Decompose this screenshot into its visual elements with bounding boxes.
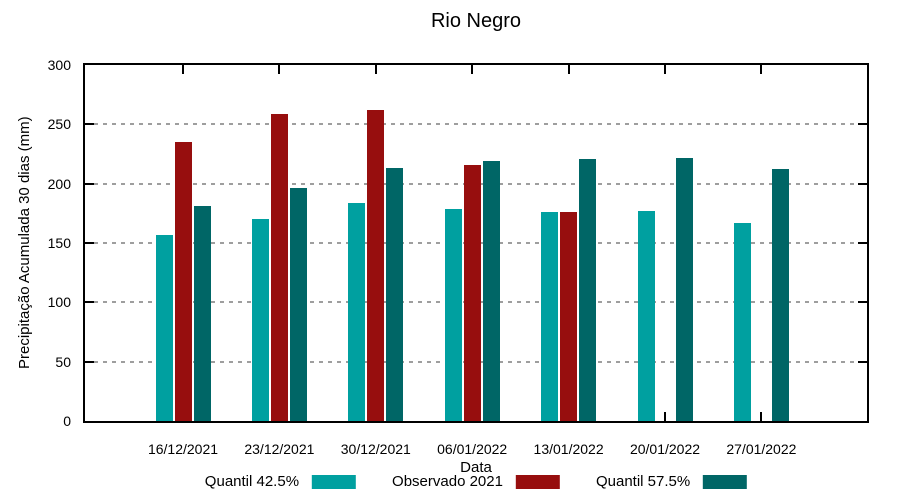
bar (193, 206, 211, 421)
y-tick-label: 300 (47, 57, 71, 73)
y-tick-mark (85, 301, 94, 304)
legend-item-label: Quantil 42.5% (204, 473, 300, 490)
x-tick-mark-top (471, 65, 474, 74)
bar (560, 212, 578, 421)
bar (463, 164, 481, 421)
bar (251, 219, 269, 421)
y-tick-mark-right (858, 242, 867, 244)
legend-color-swatch (515, 474, 560, 489)
x-tick-mark-top (567, 65, 570, 74)
x-tick-mark-top (182, 65, 184, 74)
y-tick-mark (85, 360, 94, 363)
y-tick-mark-right (858, 123, 867, 126)
y-tick-label: 100 (47, 294, 71, 311)
legend-item: Quantil 57.5% (595, 473, 748, 490)
bar (444, 208, 462, 421)
y-tick-mark (85, 242, 94, 244)
bar (155, 234, 173, 421)
bar (348, 202, 366, 421)
bar (482, 161, 500, 421)
legend-item: Quantil 42.5% (204, 473, 357, 490)
x-tick-mark-top (278, 65, 281, 74)
x-tick-mark (664, 412, 666, 421)
bar (367, 110, 385, 421)
bar (675, 157, 693, 421)
bar (270, 113, 288, 421)
bar (771, 169, 789, 421)
y-tick-mark (85, 182, 94, 185)
bar (733, 222, 751, 421)
y-tick-label: 50 (55, 353, 71, 370)
y-tick-mark-right (858, 182, 867, 185)
bar (541, 212, 559, 421)
legend-item-label: Quantil 57.5% (595, 473, 691, 490)
plot-area (83, 63, 869, 423)
x-axis-label: Data (460, 459, 492, 476)
y-tick-label: 250 (47, 116, 71, 133)
legend-color-swatch (703, 474, 748, 489)
legend-item-label: Observado 2021 (392, 473, 503, 490)
x-tick-label: 13/01/2022 (533, 441, 604, 457)
bar (579, 158, 597, 421)
x-tick-label: 16/12/2021 (147, 441, 219, 457)
x-tick-mark (760, 412, 763, 421)
gridline (85, 123, 867, 126)
y-tick-label: 150 (47, 235, 71, 251)
bar (174, 142, 192, 421)
bar (637, 210, 655, 421)
bar (386, 168, 404, 421)
y-tick-mark (85, 123, 94, 126)
legend-color-swatch (312, 474, 357, 489)
x-tick-mark-top (374, 65, 377, 74)
y-tick-mark-right (858, 360, 867, 363)
bar (289, 188, 307, 421)
x-tick-label: 27/01/2022 (726, 441, 797, 457)
x-tick-mark-top (760, 65, 763, 74)
chart-title: Rio Negro (430, 10, 522, 32)
y-tick-label: 200 (47, 175, 71, 192)
y-tick-mark-right (858, 301, 867, 304)
legend-item: Observado 2021 (392, 473, 560, 490)
x-tick-label: 30/12/2021 (340, 441, 411, 457)
legend: Quantil 42.5% Observado 2021 Quantil 57.5% (204, 473, 748, 490)
x-tick-label: 06/01/2022 (437, 441, 508, 457)
x-tick-label: 23/12/2021 (244, 441, 315, 457)
x-tick-label: 20/01/2022 (629, 441, 701, 457)
y-tick-label: 0 (63, 413, 71, 429)
x-tick-mark-top (664, 65, 666, 74)
